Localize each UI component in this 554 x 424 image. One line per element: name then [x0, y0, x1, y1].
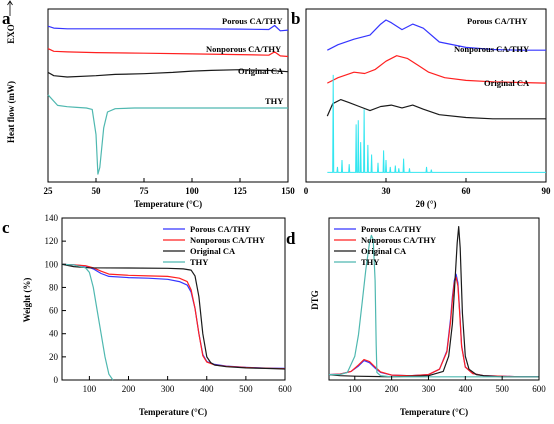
panel-b-series-thy [327, 74, 546, 173]
panel-a-label-thy: THY [265, 96, 283, 106]
panel-label-d: d [286, 229, 296, 248]
panel-d: 100 200 300 400 500 600 Temperature (°C) DTG … [310, 217, 546, 417]
panel-d-legend-label-thy: THY [361, 257, 379, 267]
panel-a-series-thy [47, 94, 288, 175]
panel-c-ytick-label: 60 [49, 306, 59, 316]
panel-b-xtick-label: 30 [382, 186, 392, 196]
panel-c-legend-label-porous-ca-thy: Porous CA/THY [190, 224, 251, 234]
panel-c-series-thy [61, 263, 114, 381]
panel-c-ytick-label: 20 [49, 352, 59, 362]
panel-a-xtick-label: 150 [281, 186, 295, 196]
panel-a-xtick-label: 100 [185, 186, 199, 196]
panel-b-label-nonporous: Nonporous CA/THY [454, 44, 529, 54]
panel-c-legend-label-original-ca: Original CA [190, 246, 236, 256]
panel-b-xtick-label: 60 [462, 186, 472, 196]
panel-a-frame [47, 8, 289, 183]
panel-c-series-original-ca [61, 263, 286, 370]
panel-d-legend-label-nonporous-ca-thy: Nonporous CA/THY [361, 235, 436, 245]
panel-c-ytick-label: 120 [45, 236, 59, 246]
panel-d-xtick-label: 400 [459, 384, 473, 394]
panel-c-xtick-label: 200 [122, 384, 136, 394]
panel-c-ytick-label: 0 [54, 375, 59, 385]
panel-c-xtick-label: 300 [161, 384, 175, 394]
panel-c-ylabel: Weight (%) [22, 278, 32, 323]
panel-c-xlabel: Temperature (°C) [139, 407, 207, 417]
panel-a-xtick-label: 75 [140, 186, 150, 196]
panel-c-ytick-label: 100 [45, 259, 59, 269]
panel-a-ylabel: Heat flow (mW) [6, 81, 16, 143]
panel-d-frame [328, 217, 540, 381]
panel-d-series-nonporous-ca-thy [328, 276, 539, 378]
panel-d-legend-label-porous-ca-thy: Porous CA/THY [361, 224, 422, 234]
panel-c-frame [61, 217, 286, 381]
panel-d-xtick-label: 500 [495, 384, 509, 394]
panel-b-series-nonporous-ca-thy [327, 55, 547, 84]
panel-a-label-original: Original CA [238, 66, 284, 76]
panel-a-xtick-label: 50 [92, 186, 102, 196]
exo-label: EXO [6, 24, 16, 44]
panel-c-ytick-label: 140 [45, 213, 59, 223]
panel-d-xtick-label: 200 [385, 384, 399, 394]
panel-d-series-porous-ca-thy [328, 273, 539, 378]
panel-b-label-porous: Porous CA/THY [467, 16, 528, 26]
panel-label-a: a [2, 9, 11, 28]
panel-b-xtick-label: 0 [304, 186, 309, 196]
panel-c-xtick-label: 500 [239, 384, 253, 394]
panel-b-series-original-ca [326, 99, 546, 120]
panel-b-frame [305, 8, 547, 183]
panel-c-xtick-label: 600 [278, 384, 292, 394]
panel-label-c: c [2, 218, 10, 237]
panel-c-ytick-label: 40 [49, 329, 59, 339]
panel-d-xlabel: Temperature (°C) [400, 407, 468, 417]
panel-a-series-nonporous-ca-thy [47, 48, 289, 58]
panel-c: 100 200 300 400 500 600 0 20 40 60 80 100 120 140 Tem… [22, 213, 292, 417]
panel-a-xtick-label: 125 [233, 186, 247, 196]
panel-d-ylabel: DTG [310, 290, 320, 310]
panel-c-legend-label-thy: THY [190, 257, 208, 267]
panel-b-xtick-label: 90 [542, 186, 552, 196]
panel-b-xlabel: 2θ (°) [415, 199, 436, 209]
panel-c-series-porous-ca-thy [61, 263, 286, 369]
panel-label-b: b [291, 9, 300, 28]
panel-c-xtick-label: 400 [200, 384, 214, 394]
panel-a-series-original-ca [47, 69, 289, 78]
panel-a-xtick-label: 25 [44, 186, 54, 196]
panel-a-label-porous: Porous CA/THY [222, 16, 283, 26]
panel-d-xtick-label: 100 [348, 384, 362, 394]
panel-b-series-porous-ca-thy [327, 19, 546, 51]
panel-d-xtick-label: 600 [532, 384, 546, 394]
panel-a-label-nonporous: Nonporous CA/THY [206, 44, 281, 54]
panel-a: 25 50 75 100 125 150 Temperature (°C) Heat fl… [6, 0, 295, 209]
panel-a-xlabel: Temperature (°C) [134, 199, 202, 209]
panel-d-legend-label-original-ca: Original CA [361, 246, 407, 256]
panel-a-series-porous-ca-thy [47, 24, 289, 32]
exo-arrow-head [7, 0, 13, 6]
panel-b-label-original: Original CA [484, 78, 530, 88]
panel-c-legend-label-nonporous-ca-thy: Nonporous CA/THY [190, 235, 265, 245]
panel-c-ytick-label: 80 [49, 282, 59, 292]
panel-d-xtick-label: 300 [422, 384, 436, 394]
panel-b: 0 30 60 90 2θ (°) Porous CA/THY Nonporous C… [304, 8, 552, 209]
panel-c-xtick-label: 100 [83, 384, 97, 394]
